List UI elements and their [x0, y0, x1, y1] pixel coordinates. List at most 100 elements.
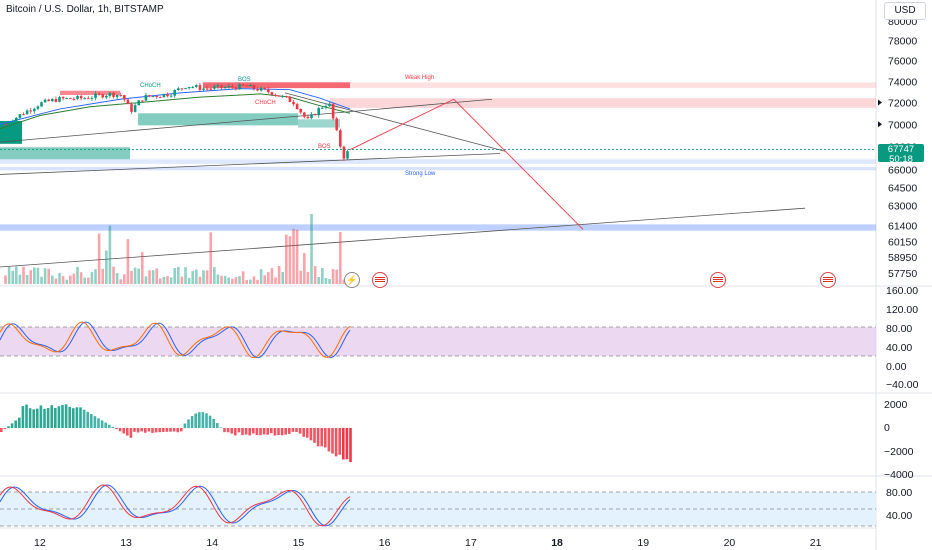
macd-histogram-bar	[345, 428, 349, 460]
macd-histogram-bar	[342, 428, 345, 460]
volume-bar	[256, 279, 259, 284]
macd-tick-label: 0	[884, 422, 890, 434]
candle-body	[119, 94, 123, 96]
candle-body	[285, 96, 288, 98]
candle-body	[33, 108, 36, 112]
candle-body	[313, 114, 317, 116]
macd-histogram-bar	[61, 404, 64, 428]
order-block-zone	[138, 113, 298, 126]
candle-body	[112, 92, 115, 97]
structure-label: Weak High	[405, 75, 434, 81]
projection-path	[350, 98, 584, 230]
candle-body	[249, 84, 252, 87]
volume-bar	[108, 225, 112, 284]
volume-bar	[231, 278, 234, 284]
volume-bar	[33, 267, 36, 284]
volume-bar	[285, 234, 288, 284]
volume-bar	[324, 277, 328, 284]
candle-body	[58, 97, 61, 102]
volume-bar	[148, 270, 151, 284]
order-block-zone	[0, 224, 876, 231]
us-flag-icon[interactable]	[372, 272, 388, 288]
currency-button[interactable]: USD	[884, 2, 926, 20]
price-tick-label: 66000	[888, 165, 917, 177]
volume-bar	[173, 268, 177, 284]
candle-body	[191, 86, 195, 88]
candle-body	[79, 95, 83, 99]
candle-body	[54, 99, 58, 102]
candle-body	[133, 105, 137, 112]
candle-body	[303, 112, 306, 117]
volume-bar	[213, 267, 216, 284]
candle-body	[292, 101, 295, 105]
macd-histogram-bar	[144, 428, 147, 433]
price-tick-label: 74000	[888, 76, 917, 88]
macd-histogram-bar	[165, 428, 169, 432]
us-flag-icon[interactable]	[820, 272, 836, 288]
volume-bar	[205, 270, 209, 284]
macd-histogram-bar	[280, 428, 284, 436]
volume-bar	[126, 239, 130, 284]
macd-histogram-bar	[28, 408, 32, 428]
candle-body	[115, 94, 119, 97]
candle-body	[105, 95, 108, 98]
volume-bar	[184, 267, 187, 284]
candle-body	[4, 124, 7, 126]
macd-histogram-bar	[194, 413, 197, 428]
macd-histogram-bar	[259, 428, 262, 436]
chart-title: Bitcoin / U.S. Dollar, 1h, BITSTAMP	[6, 4, 164, 15]
structure-label: Strong Low	[405, 171, 436, 177]
candle-body	[317, 108, 321, 116]
macd-histogram-bar	[295, 428, 298, 432]
time-tick-label: 17	[465, 537, 477, 549]
macd-histogram-bar	[241, 428, 244, 436]
volume-bar	[223, 275, 227, 284]
alert-arrow-icon	[878, 99, 882, 106]
volume-bar	[241, 271, 245, 284]
time-tick-label: 19	[637, 537, 649, 549]
price-tick-label: 57750	[888, 268, 917, 280]
macd-histogram-bar	[0, 428, 3, 432]
macd-histogram-bar	[122, 428, 125, 434]
volume-bar	[328, 279, 331, 284]
macd-histogram-bar	[108, 424, 111, 428]
volume-bar	[123, 274, 126, 284]
macd-histogram-bar	[14, 420, 17, 428]
volume-bar	[79, 272, 83, 284]
event-bolt-icon[interactable]: ⚡	[344, 272, 360, 288]
macd-histogram-bar	[266, 428, 269, 435]
macd-histogram-bar	[248, 428, 251, 436]
macd-tick-label: −2000	[884, 446, 914, 458]
macd-histogram-bar	[226, 428, 230, 433]
time-tick-label: 20	[724, 537, 736, 549]
order-block-zone	[203, 82, 350, 89]
volume-bar	[40, 276, 43, 284]
stoch-line	[0, 484, 351, 527]
price-tick-label: 63000	[888, 201, 917, 213]
candle-body	[137, 100, 141, 106]
candle-body	[94, 93, 97, 98]
macd-histogram-bar	[234, 428, 237, 436]
volume-bar	[101, 268, 105, 284]
macd-histogram-bar	[10, 423, 14, 428]
macd-histogram-bar	[21, 406, 25, 428]
macd-histogram-bar	[244, 428, 248, 435]
macd-histogram-bar	[79, 407, 82, 428]
candle-body	[177, 88, 180, 90]
macd-histogram-bar	[198, 412, 201, 428]
us-flag-icon[interactable]	[710, 272, 726, 288]
volume-bar	[155, 268, 159, 284]
macd-histogram-bar	[190, 415, 194, 428]
macd-histogram-bar	[219, 427, 223, 428]
macd-histogram-bar	[54, 407, 57, 428]
macd-histogram-bar	[327, 428, 331, 452]
oscillator-tick-label: 120.00	[886, 304, 918, 316]
price-tick-label: 64500	[888, 183, 917, 195]
candle-body	[47, 99, 51, 102]
candle-body	[123, 95, 126, 100]
macd-histogram-bar	[68, 406, 71, 428]
volume-bar	[4, 275, 7, 284]
candle-body	[295, 104, 299, 110]
macd-histogram-bar	[154, 428, 158, 433]
